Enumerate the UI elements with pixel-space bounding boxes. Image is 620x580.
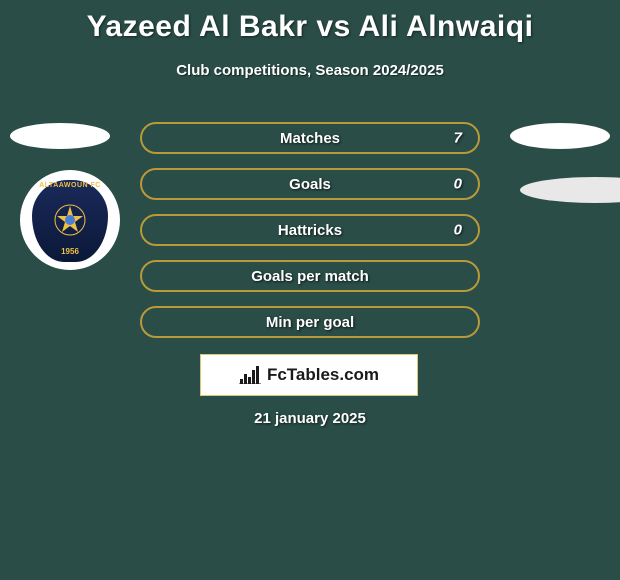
badge-year: 1956 (20, 247, 120, 256)
stat-row-goals-per-match: Goals per match (140, 260, 480, 292)
stat-value: 0 (454, 222, 462, 239)
stat-row-matches: Matches 7 (140, 122, 480, 154)
fctables-attribution[interactable]: FcTables.com (200, 354, 418, 396)
page-title: Yazeed Al Bakr vs Ali Alnwaiqi (0, 0, 620, 44)
stat-label: Hattricks (278, 222, 342, 239)
stat-value: 0 (454, 176, 462, 193)
avatar-placeholder-left (10, 123, 110, 149)
stat-label: Goals (289, 176, 331, 193)
page-subtitle: Club competitions, Season 2024/2025 (0, 62, 620, 79)
stat-label: Goals per match (251, 268, 369, 285)
bar-chart-icon (239, 366, 261, 384)
avatar-placeholder-right-2 (520, 177, 620, 203)
stat-value: 7 (454, 130, 462, 147)
club-badge: ALTAAWOUN FC 1956 (20, 170, 120, 270)
stats-panel: Matches 7 Goals 0 Hattricks 0 Goals per … (140, 122, 480, 352)
badge-star-icon (50, 200, 90, 240)
fctables-label: FcTables.com (267, 365, 379, 385)
stat-row-goals: Goals 0 (140, 168, 480, 200)
stat-label: Matches (280, 130, 340, 147)
page-date: 21 january 2025 (0, 410, 620, 427)
stat-row-hattricks: Hattricks 0 (140, 214, 480, 246)
stat-label: Min per goal (266, 314, 354, 331)
avatar-placeholder-right-1 (510, 123, 610, 149)
badge-club-name: ALTAAWOUN FC (20, 182, 120, 189)
stat-row-min-per-goal: Min per goal (140, 306, 480, 338)
